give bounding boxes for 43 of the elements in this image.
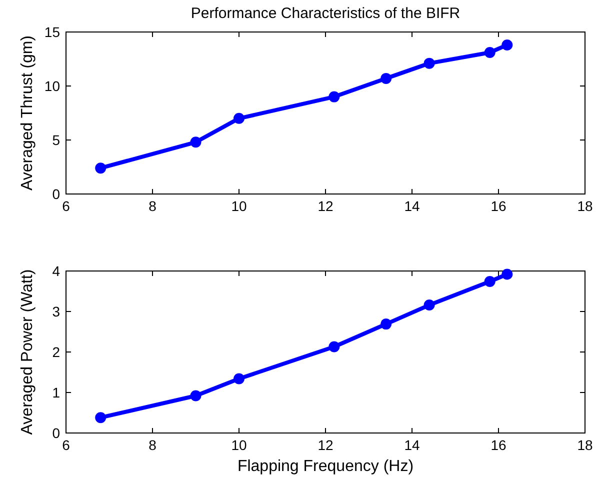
point [95, 162, 106, 174]
point [502, 39, 513, 50]
point [234, 373, 244, 384]
y-tick-label: 1 [52, 384, 60, 400]
point [380, 318, 392, 330]
point [484, 47, 496, 58]
y-tick-label: 2 [52, 344, 60, 360]
point [328, 91, 340, 102]
x-tick-label: 16 [490, 198, 506, 214]
y-axis-title: Averaged Thrust (gm) [19, 35, 36, 191]
x-axis-title: Flapping Frequency (Hz) [237, 458, 414, 475]
point [190, 390, 202, 402]
point [234, 112, 244, 124]
point [380, 72, 392, 84]
x-tick-label: 8 [148, 198, 157, 214]
x-tick-label: 12 [318, 437, 334, 453]
x-tick-label: 10 [231, 198, 247, 214]
point [424, 58, 435, 69]
x-tick-label: 18 [577, 198, 593, 214]
y-tick-label: 0 [52, 186, 60, 202]
x-tick-label: 14 [404, 198, 420, 214]
x-tick-label: 8 [148, 437, 157, 453]
y-tick-label: 10 [44, 78, 60, 94]
point [502, 268, 513, 280]
y-tick-label: 0 [52, 425, 60, 441]
chart-title: Performance Characteristics of the BIFR [190, 5, 460, 22]
x-tick-label: 14 [404, 437, 420, 453]
y-axis-title: Averaged Power (Watt) [19, 269, 36, 435]
point [190, 136, 202, 148]
y-tick-label: 5 [52, 132, 60, 148]
x-tick-label: 6 [62, 437, 70, 453]
point [424, 300, 435, 311]
y-tick-label: 3 [52, 304, 60, 320]
x-tick-label: 12 [318, 198, 334, 214]
y-tick-label: 4 [52, 263, 60, 279]
point [95, 412, 106, 424]
x-tick-label: 6 [62, 198, 70, 214]
x-tick-label: 18 [577, 437, 593, 453]
y-tick-label: 15 [44, 24, 60, 40]
point [328, 341, 340, 352]
x-tick-label: 10 [231, 437, 247, 453]
x-tick-label: 16 [490, 437, 506, 453]
point [484, 276, 496, 288]
